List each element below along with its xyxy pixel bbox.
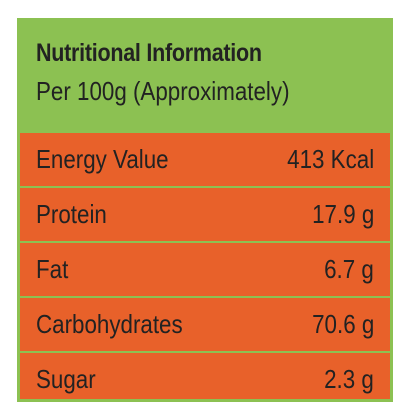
nutrient-row-energy: Energy Value 413 Kcal xyxy=(20,133,390,186)
nutrient-label: Fat xyxy=(36,254,69,284)
nutrient-label: Carbohydrates xyxy=(36,309,183,339)
nutrient-value: 6.7 g xyxy=(324,254,374,284)
nutrient-label: Energy Value xyxy=(36,144,169,174)
nutrient-label: Protein xyxy=(36,199,107,229)
row-divider xyxy=(20,186,390,188)
row-divider xyxy=(20,296,390,298)
nutrient-row-carbohydrates: Carbohydrates 70.6 g xyxy=(20,298,390,351)
nutrient-value: 70.6 g xyxy=(311,309,374,339)
nutrition-title: Nutritional Information xyxy=(36,39,262,67)
nutrition-panel: Nutritional Information Per 100g (Approx… xyxy=(17,18,393,402)
row-divider xyxy=(20,351,390,353)
nutrient-value: 2.3 g xyxy=(324,364,374,394)
row-divider xyxy=(20,241,390,243)
nutrient-value: 413 Kcal xyxy=(286,144,374,174)
nutrition-subtitle: Per 100g (Approximately) xyxy=(36,76,290,106)
nutrition-header: Nutritional Information Per 100g (Approx… xyxy=(20,21,390,133)
nutrient-row-fat: Fat 6.7 g xyxy=(20,243,390,296)
nutrient-row-sugar: Sugar 2.3 g xyxy=(20,353,390,406)
nutrient-row-protein: Protein 17.9 g xyxy=(20,188,390,241)
nutrient-label: Sugar xyxy=(36,364,96,394)
nutrient-value: 17.9 g xyxy=(311,199,374,229)
